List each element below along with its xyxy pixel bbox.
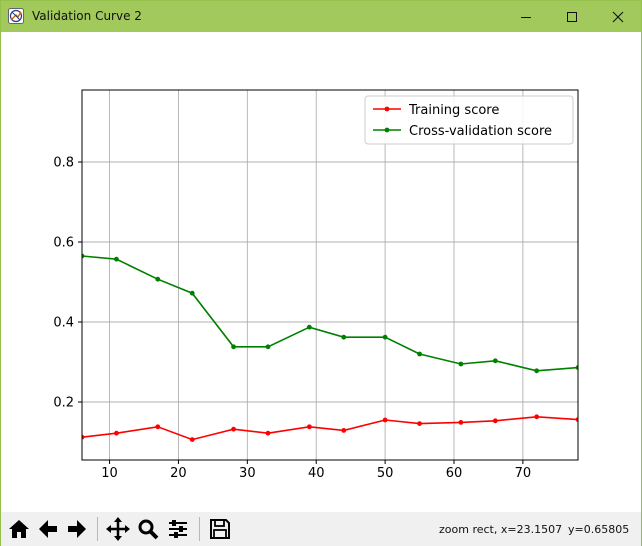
toolbar-separator [97,517,98,541]
data-point [155,424,161,430]
save-icon [210,519,230,539]
legend-swatch-marker [384,127,390,133]
back-button[interactable] [35,515,61,543]
data-point [306,424,312,430]
maximize-button[interactable] [549,1,595,32]
data-point [575,417,578,422]
data-point [306,324,312,330]
data-point [458,420,464,425]
y-tick-label: 0.6 [53,236,74,251]
data-point [189,290,195,296]
back-icon [39,520,57,538]
pan-icon [106,517,130,541]
toolbar-separator [199,517,200,541]
y-tick-label: 0.8 [53,156,74,171]
pan-button[interactable] [105,515,131,543]
configure-subplots-icon [169,520,187,538]
forward-icon [68,520,86,538]
data-point [189,437,195,442]
data-point [341,428,347,433]
legend: Training score Cross-validation score [364,95,574,145]
window-title: Validation Curve 2 [32,9,142,23]
series-line-training [82,415,578,441]
axes-frame [81,89,579,461]
data-point [417,351,422,357]
data-point [114,256,119,262]
data-point [575,365,578,370]
home-button[interactable] [6,515,32,543]
data-point [82,253,85,259]
validation-curve-chart[interactable]: 10 20 30 40 50 60 70 0.2 0.4 0.6 0.8 Training scor… [1,32,641,512]
status-coordinates-x: zoom rect, x=23.1507 [439,523,563,536]
minimize-button[interactable] [503,1,549,32]
status-coordinates-y: y=0.65805 [568,523,630,536]
data-point [382,334,388,340]
title-bar[interactable]: Validation Curve 2 [1,1,641,32]
x-tick-label: 10 [101,466,118,481]
data-point [265,430,271,436]
app-icon [8,8,24,24]
x-tick-label: 30 [239,466,256,481]
y-tick-label: 0.2 [53,396,74,411]
data-point [231,344,236,350]
data-point [155,276,161,282]
maximize-icon [567,11,577,22]
legend-label: Training score [408,103,499,118]
data-point [534,368,540,374]
x-tick-label: 60 [446,466,463,481]
tick-layer: 10 20 30 40 50 60 70 0.2 0.4 0.6 0.8 [53,156,531,482]
close-icon [612,11,624,22]
x-tick-label: 50 [377,466,394,481]
forward-button[interactable] [64,515,90,543]
data-point [492,418,498,424]
series-layer [82,253,578,442]
y-tick-label: 0.4 [53,316,74,331]
data-point [458,361,464,367]
data-point [341,334,347,340]
data-point [231,426,236,432]
figure-canvas[interactable]: 10 20 30 40 50 60 70 0.2 0.4 0.6 0.8 Training scor… [1,32,641,512]
minimize-icon [521,16,531,18]
save-button[interactable] [207,515,233,543]
x-tick-label: 20 [170,466,187,481]
series-line-cross-validation [82,255,578,372]
home-icon [9,520,29,538]
data-point [534,414,540,420]
close-button[interactable] [595,1,641,32]
data-point [114,430,119,436]
configure-subplots-button[interactable] [165,515,191,543]
navigation-toolbar: zoom rect, x=23.1507 y=0.65805 [1,512,641,546]
legend-label: Cross-validation score [409,124,552,139]
data-point [417,421,422,426]
grid-lines [82,90,578,460]
legend-swatch-marker [384,106,390,112]
data-point [492,358,498,364]
data-point [265,344,271,350]
data-point [382,417,388,423]
zoom-button[interactable] [135,515,161,543]
legend-box [364,95,574,145]
zoom-icon [138,519,159,540]
x-tick-label: 70 [515,466,532,481]
data-point [82,434,85,440]
x-tick-label: 40 [308,466,325,481]
